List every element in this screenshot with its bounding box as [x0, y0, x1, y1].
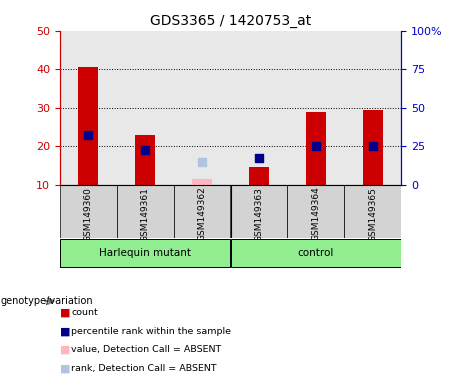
Bar — [192, 179, 212, 185]
Title: GDS3365 / 1420753_at: GDS3365 / 1420753_at — [150, 14, 311, 28]
Text: rank, Detection Call = ABSENT: rank, Detection Call = ABSENT — [71, 364, 217, 373]
Text: ■: ■ — [60, 326, 71, 336]
Text: percentile rank within the sample: percentile rank within the sample — [71, 327, 231, 336]
Bar — [363, 109, 383, 185]
Bar — [174, 185, 230, 238]
Point — [142, 147, 149, 153]
Text: GSM149365: GSM149365 — [368, 187, 377, 242]
Point — [85, 132, 92, 138]
Bar — [230, 185, 287, 238]
Bar — [60, 239, 230, 267]
Bar — [230, 239, 401, 267]
Bar — [287, 185, 344, 238]
Text: ■: ■ — [60, 345, 71, 355]
Text: control: control — [298, 248, 334, 258]
Text: count: count — [71, 308, 98, 318]
Bar — [174, 31, 230, 185]
Point — [255, 155, 263, 161]
Point — [312, 143, 319, 149]
Bar — [344, 31, 401, 185]
Text: Harlequin mutant: Harlequin mutant — [99, 248, 191, 258]
Bar — [78, 67, 98, 185]
Text: ■: ■ — [60, 363, 71, 373]
Bar — [230, 31, 287, 185]
Bar — [344, 185, 401, 238]
Text: GSM149361: GSM149361 — [141, 187, 150, 242]
Text: GSM149362: GSM149362 — [198, 187, 207, 242]
Bar — [117, 31, 174, 185]
Text: GSM149363: GSM149363 — [254, 187, 263, 242]
Text: genotype/variation: genotype/variation — [1, 296, 94, 306]
Bar — [249, 167, 269, 185]
Text: value, Detection Call = ABSENT: value, Detection Call = ABSENT — [71, 345, 222, 354]
Bar — [60, 31, 117, 185]
Bar — [287, 31, 344, 185]
Bar — [135, 135, 155, 185]
Text: ■: ■ — [60, 308, 71, 318]
Text: GSM149360: GSM149360 — [84, 187, 93, 242]
Point — [198, 159, 206, 165]
Text: GSM149364: GSM149364 — [311, 187, 320, 242]
Bar — [60, 185, 117, 238]
Point — [369, 143, 376, 149]
Bar — [306, 111, 326, 185]
Bar — [117, 185, 174, 238]
